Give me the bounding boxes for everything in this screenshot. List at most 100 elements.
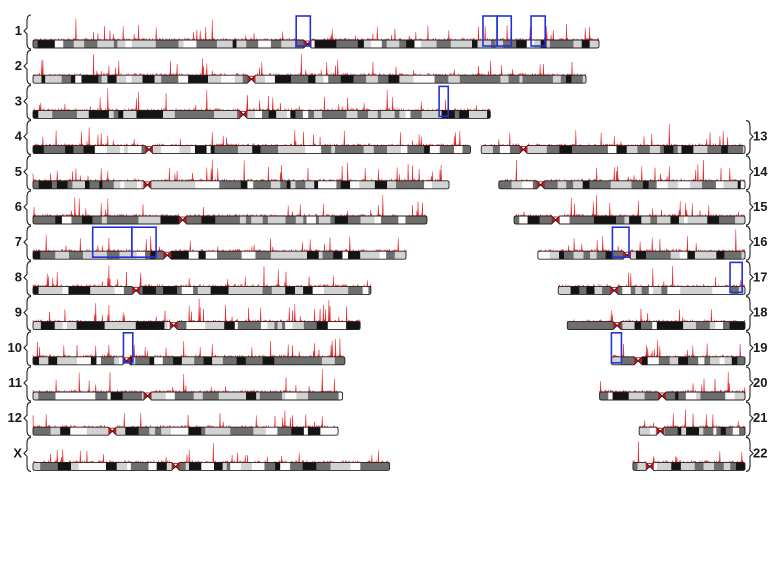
ideogram-bar — [33, 110, 491, 119]
chromosome-bracket — [745, 401, 754, 437]
chromosome-4: 4 — [15, 120, 471, 156]
chromosome-11: 11 — [8, 366, 344, 402]
chromosome-label: 1 — [15, 23, 22, 38]
signal-track — [32, 369, 344, 394]
chromosome-3: 3 — [15, 84, 491, 120]
chromosome-18: 18 — [566, 296, 767, 332]
ideogram-bar — [33, 216, 427, 224]
ideogram-bar — [639, 427, 745, 436]
signal-track — [32, 443, 391, 465]
ideogram-outline — [32, 426, 339, 436]
chromosome-label: 22 — [753, 445, 767, 460]
ideogram-outline — [632, 461, 746, 471]
chromosome-bracket — [23, 14, 32, 50]
chromosome-label: 20 — [753, 375, 767, 390]
chromosome-bracket — [745, 366, 754, 402]
signal-track — [498, 159, 745, 183]
ideogram-outline — [32, 321, 361, 331]
signal-track — [32, 18, 600, 42]
ideogram-bar — [33, 145, 471, 154]
chromosome-label: 7 — [15, 234, 22, 249]
signal-track — [480, 123, 745, 148]
signal-track — [32, 265, 372, 289]
chromosome-12: 12 — [8, 401, 339, 437]
ideogram-bar — [481, 145, 745, 154]
region-highlight-box — [122, 331, 134, 364]
region-highlight-box — [611, 226, 630, 258]
signal-track — [32, 410, 339, 429]
chromosome-13: 13 — [480, 120, 767, 156]
chromosome-10: 10 — [8, 331, 346, 367]
chromosome-label: X — [13, 445, 22, 460]
chromosome-1: 1 — [15, 14, 600, 50]
signal-track — [32, 234, 407, 253]
ideogram-outline — [32, 215, 428, 225]
ideogram-bar — [33, 392, 343, 400]
signal-track — [32, 298, 361, 324]
chromosome-bracket — [23, 331, 32, 367]
ideogram-bar — [611, 356, 745, 365]
chromosome-bracket — [23, 120, 32, 156]
chromosome-label: 8 — [15, 269, 22, 284]
ideogram-outline — [498, 180, 746, 190]
chromosome-bracket — [23, 296, 32, 332]
chromosome-bracket — [23, 190, 32, 226]
ideogram-bar — [33, 321, 361, 330]
signal-track — [32, 195, 428, 218]
signal-track — [32, 88, 491, 113]
signal-track — [32, 159, 450, 183]
signal-track — [567, 308, 746, 324]
chromosome-bracket — [745, 225, 754, 261]
ideogram-outline — [32, 180, 450, 190]
ideogram-outline — [32, 391, 344, 401]
chromosome-label: 10 — [8, 340, 22, 355]
chromosome-bracket — [745, 190, 754, 226]
chromosome-17: 17 — [557, 260, 767, 296]
ideogram-outline — [32, 285, 372, 295]
ideogram-bar — [33, 427, 339, 436]
signal-track — [32, 54, 586, 77]
ideogram-outline — [32, 356, 346, 366]
chromosome-label: 15 — [753, 199, 767, 214]
ideogram-bar — [537, 251, 745, 260]
chromosome-label: 19 — [753, 340, 767, 355]
region-highlight-box — [438, 85, 450, 118]
ideogram-bar — [599, 392, 745, 400]
ideogram-bar — [33, 356, 345, 365]
ideogram-outline — [32, 109, 491, 119]
chromosome-2: 2 — [15, 49, 587, 85]
ideogram-bar — [33, 462, 390, 471]
chromosome-bracket — [23, 49, 32, 85]
signal-track — [32, 338, 346, 359]
region-highlight-box — [610, 331, 623, 364]
ideogram-bar — [33, 286, 371, 295]
ideogram-outline — [32, 39, 600, 49]
signal-track — [537, 229, 746, 253]
region-highlight-box — [131, 226, 157, 258]
ideogram-outline — [537, 250, 746, 260]
chromosome-bracket — [745, 120, 754, 156]
chromosome-21: 21 — [638, 401, 767, 437]
chromosome-bracket — [23, 155, 32, 191]
chromosome-label: 2 — [15, 58, 22, 73]
chromosome-label: 16 — [753, 234, 767, 249]
chromosome-20: 20 — [599, 366, 767, 402]
signal-track — [513, 195, 745, 218]
chromosome-9: 9 — [15, 296, 361, 332]
signal-track — [599, 371, 746, 394]
chromosome-16: 16 — [537, 225, 767, 261]
ideogram-outline — [32, 250, 407, 260]
chromosome-bracket — [745, 155, 754, 191]
ideogram-bar — [33, 75, 586, 84]
chromosome-6: 6 — [15, 190, 428, 226]
ideogram-bar — [567, 321, 745, 330]
chromosome-bracket — [745, 260, 754, 296]
chromosome-label: 6 — [15, 199, 22, 214]
chromosome-bracket — [745, 331, 754, 367]
chromosome-label: 9 — [15, 305, 22, 320]
chromosome-label: 14 — [753, 164, 768, 179]
signal-track — [32, 127, 471, 148]
ideogram-outline — [638, 426, 746, 436]
chromosome-bracket — [23, 84, 32, 120]
ideogram-outline — [557, 285, 746, 295]
